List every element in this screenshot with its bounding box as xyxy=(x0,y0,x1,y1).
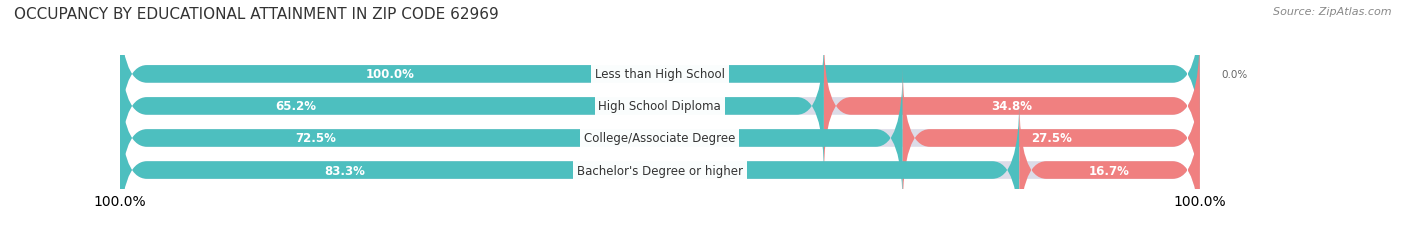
FancyBboxPatch shape xyxy=(120,99,1199,231)
Text: College/Associate Degree: College/Associate Degree xyxy=(583,132,735,145)
Text: OCCUPANCY BY EDUCATIONAL ATTAINMENT IN ZIP CODE 62969: OCCUPANCY BY EDUCATIONAL ATTAINMENT IN Z… xyxy=(14,7,499,22)
Text: 72.5%: 72.5% xyxy=(295,132,336,145)
Text: 27.5%: 27.5% xyxy=(1031,132,1071,145)
FancyBboxPatch shape xyxy=(120,4,1199,146)
Text: 0.0%: 0.0% xyxy=(1222,70,1247,79)
Text: 100.0%: 100.0% xyxy=(366,68,415,81)
Text: Less than High School: Less than High School xyxy=(595,68,725,81)
Text: 65.2%: 65.2% xyxy=(276,100,316,113)
Text: 83.3%: 83.3% xyxy=(325,164,366,177)
Text: High School Diploma: High School Diploma xyxy=(599,100,721,113)
FancyBboxPatch shape xyxy=(120,36,824,177)
Text: 16.7%: 16.7% xyxy=(1090,164,1130,177)
Text: Source: ZipAtlas.com: Source: ZipAtlas.com xyxy=(1274,7,1392,17)
FancyBboxPatch shape xyxy=(824,36,1199,177)
FancyBboxPatch shape xyxy=(1019,99,1199,231)
FancyBboxPatch shape xyxy=(120,36,1199,177)
FancyBboxPatch shape xyxy=(120,4,1199,146)
FancyBboxPatch shape xyxy=(120,99,1019,231)
FancyBboxPatch shape xyxy=(903,67,1199,209)
FancyBboxPatch shape xyxy=(120,67,1199,209)
FancyBboxPatch shape xyxy=(120,67,903,209)
Text: Bachelor's Degree or higher: Bachelor's Degree or higher xyxy=(576,164,742,177)
Text: 34.8%: 34.8% xyxy=(991,100,1032,113)
